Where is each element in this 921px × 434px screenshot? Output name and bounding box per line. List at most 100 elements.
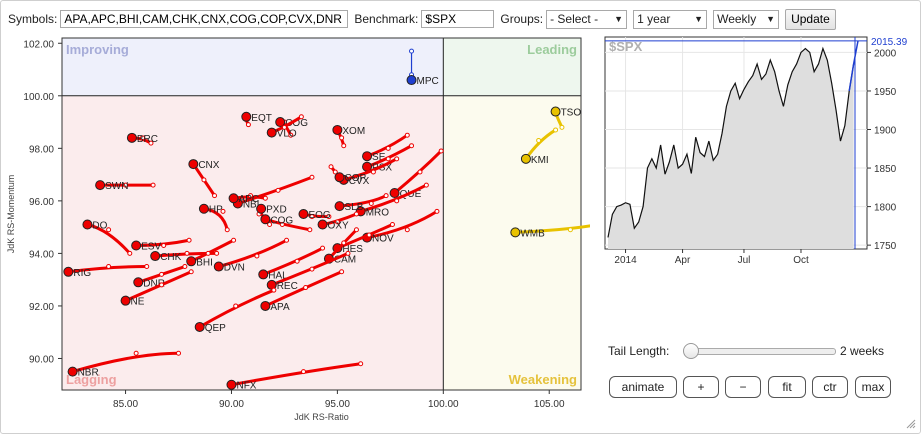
rrg-series-dnr[interactable]: DNR [133, 264, 188, 290]
zoom-out-button[interactable]: − [725, 376, 761, 398]
rrg-head-point[interactable] [258, 269, 269, 280]
y-tick-label: 2000 [874, 48, 897, 59]
rrg-series-hal[interactable]: HAL [258, 245, 326, 281]
rrg-series-qep[interactable]: QEP [194, 287, 277, 334]
groups-select[interactable]: - Select - ▼ [546, 9, 628, 29]
animate-button[interactable]: animate [609, 376, 677, 398]
rrg-head-point[interactable] [260, 300, 271, 311]
rrg-tail-point [559, 124, 565, 130]
rrg-tail-point [106, 264, 112, 270]
rrg-head-point[interactable] [389, 187, 400, 198]
rrg-head-point[interactable] [188, 159, 199, 170]
rrg-series-oxy[interactable]: OXY [317, 211, 359, 232]
rrg-series-cnx[interactable]: CNX [188, 159, 220, 199]
rrg-series-psx[interactable]: PSX [362, 143, 415, 174]
rrg-head-point[interactable] [67, 366, 78, 377]
interval-select[interactable]: Weekly ▼ [713, 9, 780, 29]
rrg-series-nbr[interactable]: NBR [67, 350, 182, 379]
rrg-head-point[interactable] [256, 203, 267, 214]
rrg-head-point[interactable] [226, 379, 237, 390]
rrg-series-rec[interactable]: REC [266, 250, 351, 292]
rrg-head-point[interactable] [362, 151, 373, 162]
rrg-head-point[interactable] [332, 124, 343, 135]
rrg-series-hp[interactable]: HP [198, 203, 230, 233]
center-button[interactable]: ctr [812, 376, 848, 398]
symbols-input[interactable] [60, 10, 349, 28]
rrg-head-point[interactable] [194, 321, 205, 332]
rrg-head-point[interactable] [126, 132, 137, 143]
zoom-in-button[interactable]: + [683, 376, 719, 398]
update-button[interactable]: Update [785, 8, 836, 30]
rrg-series-dvn[interactable]: DVN [213, 237, 290, 274]
rrg-head-point[interactable] [266, 127, 277, 138]
rrg-tail-point [358, 361, 364, 367]
period-select[interactable]: 1 year ▼ [633, 9, 708, 29]
rrg-head-point[interactable] [120, 295, 131, 306]
rrg-head-point[interactable] [213, 261, 224, 272]
rrg-head-point[interactable] [550, 106, 561, 117]
rrg-series-label: DNR [143, 278, 165, 289]
tail-length-slider-handle[interactable] [683, 343, 699, 359]
rrg-tail-point [284, 237, 290, 243]
benchmark-input[interactable] [421, 10, 495, 28]
rrg-series-slb[interactable]: SLB [334, 193, 389, 214]
rrg-head-point[interactable] [133, 277, 144, 288]
max-button[interactable]: max [855, 376, 891, 398]
rrg-series-cop[interactable]: COP [328, 164, 367, 185]
rrg-series-ne[interactable]: NE [120, 269, 194, 308]
rrg-series-xom[interactable]: XOM [332, 124, 365, 149]
rrg-head-point[interactable] [406, 75, 417, 86]
rrg-head-point[interactable] [260, 214, 271, 225]
rrg-series-brc[interactable]: BRC [126, 132, 158, 146]
rrg-series-rig[interactable]: RIG [63, 264, 150, 279]
rrg-head-point[interactable] [228, 193, 239, 204]
rrg-head-point[interactable] [241, 111, 252, 122]
rrg-series-kmi[interactable]: KMI [520, 127, 559, 166]
tail-length-slider[interactable] [683, 343, 836, 359]
rrg-series-swn[interactable]: SWN [95, 180, 156, 193]
rrg-tail-point [345, 250, 351, 256]
rrg-head-point[interactable] [317, 219, 328, 230]
rrg-head-point[interactable] [334, 201, 345, 212]
rrg-series-eqt[interactable]: EQT [241, 111, 272, 128]
rrg-head-point[interactable] [63, 266, 74, 277]
rrg-series-eog[interactable]: EOG [298, 209, 332, 222]
rrg-tail-point [332, 169, 338, 175]
rrg-tail-point [161, 243, 167, 249]
rrg-series-mpc[interactable]: MPC [406, 48, 439, 87]
rrg-head-point[interactable] [95, 180, 106, 191]
x-tick-label: 90.00 [219, 399, 244, 410]
y-tick-label: 1750 [874, 241, 897, 252]
rrg-tail-point [267, 222, 273, 228]
rrg-series-cog2[interactable]: COG [260, 214, 313, 233]
rrg-head-point[interactable] [298, 209, 309, 219]
rrg-series-label: MPC [417, 76, 439, 87]
rrg-head-point[interactable] [275, 117, 286, 128]
rrg-series-tso[interactable]: TSO [550, 106, 581, 130]
rrg-series-apa[interactable]: APA [260, 269, 345, 313]
rrg-series-bhi[interactable]: BHI [186, 237, 237, 268]
rrg-head-point[interactable] [150, 251, 161, 262]
rrg-series-nfx[interactable]: NFX [226, 361, 364, 392]
rrg-head-point[interactable] [198, 203, 209, 214]
rrg-series-vlo[interactable]: VLO [266, 114, 304, 140]
rrg-series-esv[interactable]: ESV [131, 237, 192, 253]
rrg-head-point[interactable] [510, 227, 521, 238]
rrg-series-wmb[interactable]: WMB [510, 223, 590, 240]
rrg-series-se[interactable]: SE [362, 132, 410, 163]
rrg-head-point[interactable] [186, 256, 197, 267]
y-tick-label: 1900 [874, 126, 897, 137]
rrg-series-pxd[interactable]: PXD [256, 203, 287, 228]
rrg-head-point[interactable] [520, 153, 531, 164]
rrg-head-point[interactable] [334, 172, 345, 183]
resize-grip-icon[interactable] [906, 419, 916, 429]
rrg-tail-point [536, 137, 542, 143]
fit-button[interactable]: fit [768, 376, 806, 398]
rrg-series-chk[interactable]: CHK [150, 250, 220, 263]
rrg-head-point[interactable] [82, 219, 93, 230]
rrg-tail-point [205, 250, 211, 256]
rrg-head-point[interactable] [131, 240, 142, 251]
rrg-series-do[interactable]: DO [82, 219, 133, 256]
rrg-series-apc[interactable]: APC [228, 193, 268, 206]
rrg-series-label: CAM [334, 255, 356, 266]
